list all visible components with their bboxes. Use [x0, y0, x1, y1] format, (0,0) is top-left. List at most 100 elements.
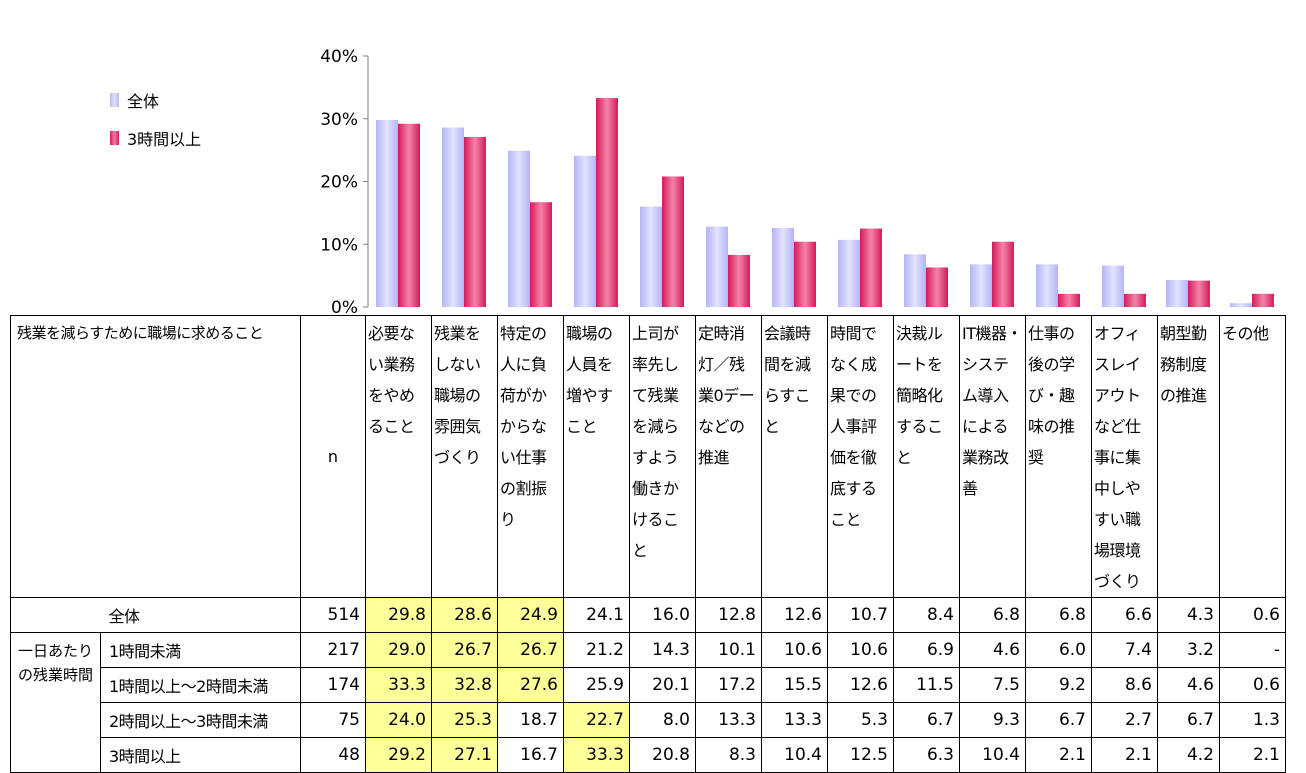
- bar-all: [1036, 264, 1058, 307]
- value-cell: 27.6: [497, 667, 564, 703]
- value-cell: 27.1: [431, 737, 498, 773]
- bar-all: [1102, 265, 1124, 307]
- y-tick-label: 20%: [320, 173, 358, 193]
- bar-3h-plus: [794, 241, 816, 307]
- value-cell: 4.3: [1157, 597, 1220, 633]
- value-cell: 17.2: [695, 667, 762, 703]
- value-cell: 33.3: [563, 737, 630, 773]
- value-cell: 24.9: [497, 597, 564, 633]
- row-label: 1時間以上～2時間未満: [100, 667, 301, 703]
- value-cell: 29.2: [365, 737, 432, 773]
- value-cell: 24.0: [365, 702, 432, 738]
- bar-all: [376, 120, 398, 307]
- n-cell: 217: [300, 632, 366, 668]
- column-header: 上司が率先して残業を減らすよう働きかけること: [629, 315, 696, 598]
- value-cell: 25.3: [431, 702, 498, 738]
- value-cell: 29.8: [365, 597, 432, 633]
- column-header: 必要ない業務をやめること: [365, 315, 432, 598]
- value-cell: 10.4: [959, 737, 1026, 773]
- bar-all: [508, 150, 530, 307]
- n-cell: 75: [300, 702, 366, 738]
- value-cell: 8.3: [695, 737, 762, 773]
- value-cell: 10.6: [761, 632, 828, 668]
- value-cell: 5.3: [827, 702, 894, 738]
- bar-3h-plus: [1058, 293, 1080, 307]
- value-cell: 8.6: [1091, 667, 1158, 703]
- n-cell: 514: [300, 597, 366, 633]
- n-cell: 174: [300, 667, 366, 703]
- value-cell: 2.1: [1091, 737, 1158, 773]
- column-header: その他: [1219, 315, 1286, 598]
- value-cell: 2.7: [1091, 702, 1158, 738]
- row-label: 全体: [100, 597, 301, 633]
- bar-3h-plus: [1188, 280, 1210, 307]
- value-cell: 2.1: [1219, 737, 1286, 773]
- value-cell: 16.7: [497, 737, 564, 773]
- value-cell: 8.4: [893, 597, 960, 633]
- column-header: 決裁ルートを簡略化すること: [893, 315, 960, 598]
- column-header: 時間でなく成果での人事評価を徹底すること: [827, 315, 894, 598]
- column-header: 定時消灯／残業0デーなどの推進: [695, 315, 762, 598]
- table-row: 一日あたりの残業時間 1時間未満 217 29.0 26.7 26.7 21.2 14.3 10…: [10, 632, 1286, 773]
- y-tick-label: 40%: [320, 47, 358, 67]
- value-cell: 26.7: [431, 632, 498, 668]
- value-cell: 25.9: [563, 667, 630, 703]
- value-cell: 13.3: [695, 702, 762, 738]
- bar-all: [1230, 303, 1252, 307]
- value-cell: 20.8: [629, 737, 696, 773]
- column-header: オフィスレイアウトなど仕事に集中しやすい職場環境づくり: [1091, 315, 1158, 598]
- table-header-row: 残業を減らすために職場に求めること n 必要ない業務をやめること 残業をしない職場…: [10, 315, 1286, 598]
- value-cell: 33.3: [365, 667, 432, 703]
- bar-all: [970, 264, 992, 307]
- value-cell: 12.5: [827, 737, 894, 773]
- column-header: 朝型勤務制度の推進: [1157, 315, 1220, 598]
- bar-all: [1166, 280, 1188, 307]
- value-cell: 9.3: [959, 702, 1026, 738]
- bar-3h-plus: [596, 98, 618, 307]
- bar-all: [574, 155, 596, 307]
- bar-3h-plus: [992, 241, 1014, 307]
- value-cell: 4.6: [959, 632, 1026, 668]
- value-cell: 11.5: [893, 667, 960, 703]
- value-cell: 1.3: [1219, 702, 1286, 738]
- legend-item-all: 全体: [110, 90, 201, 111]
- bar-3h-plus: [1252, 293, 1274, 307]
- row-label: 1時間未満: [100, 632, 301, 668]
- bar-3h-plus: [728, 254, 750, 307]
- table-corner-label: 残業を減らすために職場に求めること: [10, 315, 301, 598]
- bar-chart: 0% 10% 20% 30% 40% 全体 3時間以上: [0, 0, 1306, 318]
- group-label: 一日あたりの残業時間: [10, 632, 101, 773]
- value-cell: 15.5: [761, 667, 828, 703]
- bar-all: [772, 227, 794, 307]
- value-cell: 32.8: [431, 667, 498, 703]
- bar-all: [904, 254, 926, 307]
- value-cell: 6.6: [1091, 597, 1158, 633]
- value-cell: 6.8: [959, 597, 1026, 633]
- value-cell: 14.3: [629, 632, 696, 668]
- value-cell: 6.0: [1025, 632, 1092, 668]
- n-cell: 48: [300, 737, 366, 773]
- value-cell: 16.0: [629, 597, 696, 633]
- y-tick-label: 0%: [331, 298, 358, 315]
- column-header: 会議時間を減らすこと: [761, 315, 828, 598]
- value-cell: 10.7: [827, 597, 894, 633]
- chart-svg: 0% 10% 20% 30% 40%: [320, 47, 1274, 318]
- value-cell: 6.7: [1157, 702, 1220, 738]
- bar-all: [838, 239, 860, 307]
- value-cell: 7.5: [959, 667, 1026, 703]
- column-header: 仕事の後の学び・趣味の推奨: [1025, 315, 1092, 598]
- value-cell: 24.1: [563, 597, 630, 633]
- bar-3h-plus: [1124, 293, 1146, 307]
- legend-label-long: 3時間以上: [127, 130, 202, 149]
- value-cell: 20.1: [629, 667, 696, 703]
- value-cell: 3.2: [1157, 632, 1220, 668]
- value-cell: 12.8: [695, 597, 762, 633]
- bar-3h-plus: [530, 202, 552, 307]
- column-header: IT機器・システム導入による業務改善: [959, 315, 1026, 598]
- table-row: 全体 514 29.8 28.6 24.9 24.1 16.0 12.8 12.6 10.7 8.4…: [10, 597, 1286, 633]
- value-cell: 22.7: [563, 702, 630, 738]
- column-header: 残業をしない職場の雰囲気づくり: [431, 315, 498, 598]
- bar-3h-plus: [860, 228, 882, 307]
- value-cell: 6.9: [893, 632, 960, 668]
- value-cell: 28.6: [431, 597, 498, 633]
